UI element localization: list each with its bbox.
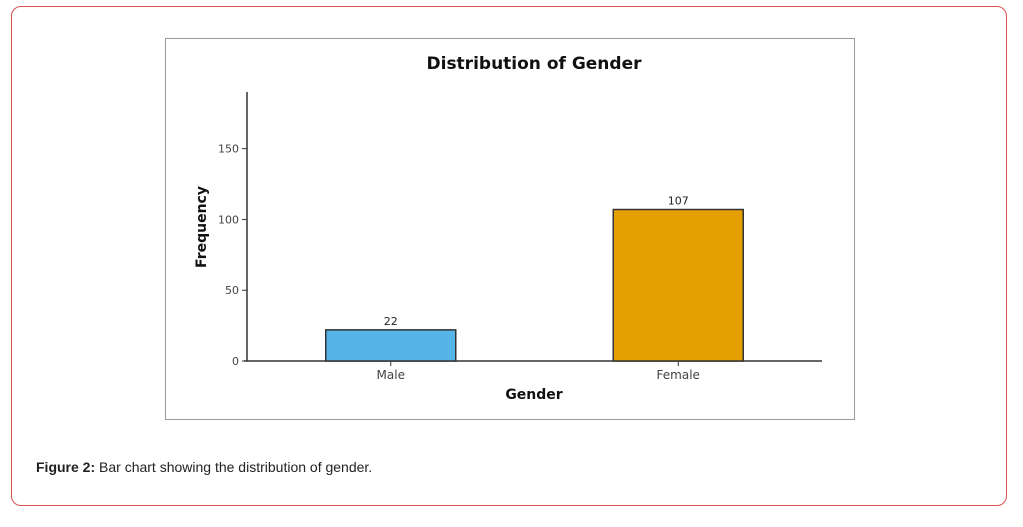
- y-tick-label: 100: [218, 213, 239, 226]
- y-axis-label: Frequency: [194, 186, 210, 268]
- data-label: 107: [668, 195, 689, 208]
- x-tick-label: Male: [377, 368, 405, 382]
- plot-area: 0 50 100 150 22 Male 107 Female: [218, 92, 822, 382]
- caption-label: Figure 2:: [36, 459, 96, 475]
- x-axis-label: Gender: [505, 387, 562, 403]
- bar: [325, 329, 457, 362]
- y-tick-label: 50: [225, 284, 239, 297]
- chart-title: Distribution of Gender: [427, 54, 643, 74]
- bar: [612, 208, 744, 362]
- chart-figure: Distribution of Gender Frequency Gender …: [165, 38, 855, 420]
- y-tick-label: 150: [218, 143, 239, 156]
- x-tick-label: Female: [657, 368, 700, 382]
- bar-chart: Distribution of Gender Frequency Gender …: [194, 54, 822, 403]
- caption-text: Bar chart showing the distribution of ge…: [95, 459, 373, 475]
- figure-caption: Figure 2: Bar chart showing the distribu…: [36, 459, 372, 475]
- data-label: 22: [384, 315, 398, 328]
- y-tick-label: 0: [232, 355, 239, 368]
